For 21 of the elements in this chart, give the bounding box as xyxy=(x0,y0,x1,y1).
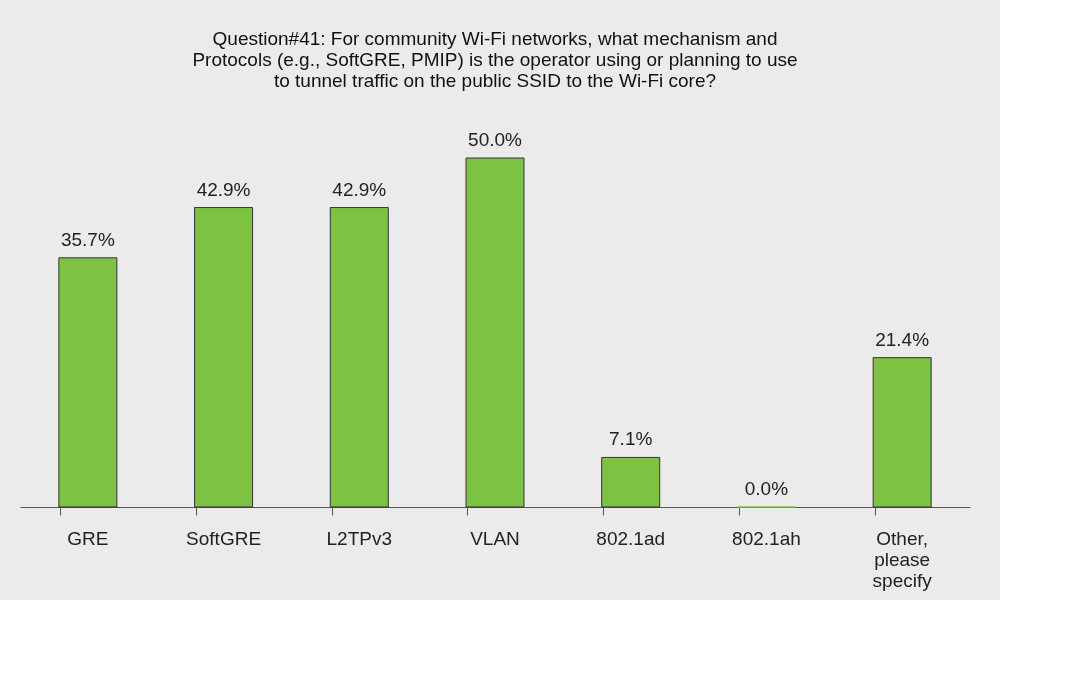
bar xyxy=(872,357,932,508)
x-tick-label: SoftGRE xyxy=(186,527,262,549)
x-tick-label: L2TPv3 xyxy=(326,527,393,549)
data-label: 7.1% xyxy=(609,428,653,450)
bar xyxy=(329,207,389,508)
bar xyxy=(194,207,254,508)
bar xyxy=(601,456,661,508)
x-tick-label: Other, please specify xyxy=(872,527,933,591)
data-label: 42.9% xyxy=(332,178,387,200)
data-label: 0.0% xyxy=(744,478,789,499)
data-label: 50.0% xyxy=(468,129,523,150)
x-tick-label: VLAN xyxy=(470,527,520,549)
bar xyxy=(465,157,525,508)
x-tick-label: 802.1ad xyxy=(596,527,666,549)
data-label: 35.7% xyxy=(60,228,115,250)
x-tick-label: GRE xyxy=(67,527,109,549)
data-label: 42.9% xyxy=(196,178,251,200)
chart-title: Question#41: For community Wi-Fi networks, what mechanism and Protocols (e.g., SoftGRE, PMIP) is the operator using or planning to use to tunnel traffic on the public SSID to the Wi-Fi core? xyxy=(192,28,798,91)
x-tick-label: 802.1ah xyxy=(732,527,801,549)
data-label: 21.4% xyxy=(875,328,930,350)
bar xyxy=(58,257,118,508)
